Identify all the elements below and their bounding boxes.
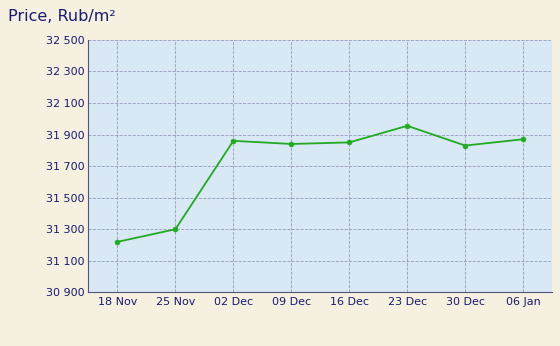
Text: Price, Rub/m²: Price, Rub/m² <box>8 9 116 24</box>
